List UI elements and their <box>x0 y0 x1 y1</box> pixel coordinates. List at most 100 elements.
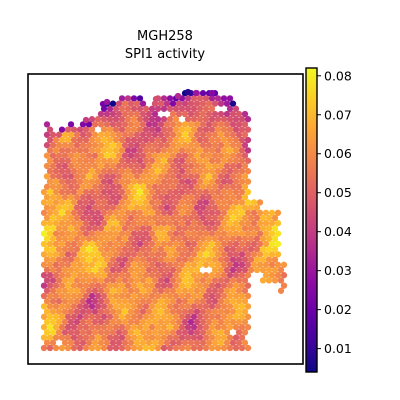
spot <box>79 173 87 180</box>
spot <box>61 339 69 346</box>
spot <box>136 303 144 310</box>
spot <box>256 240 264 248</box>
spot <box>223 152 231 159</box>
spot <box>169 246 177 253</box>
spot <box>181 194 189 201</box>
spot <box>79 318 87 326</box>
spot <box>217 142 225 149</box>
spot <box>169 235 177 242</box>
spot <box>43 214 51 222</box>
spot <box>196 136 204 144</box>
spot <box>190 292 198 300</box>
spot <box>193 298 201 305</box>
spot <box>157 121 165 128</box>
spot <box>148 303 156 310</box>
spot <box>112 116 120 123</box>
spot <box>61 173 69 180</box>
spot <box>229 225 237 232</box>
spot <box>187 235 195 242</box>
spot <box>178 344 186 352</box>
spot <box>238 313 246 320</box>
spot <box>49 204 57 211</box>
spot <box>175 100 183 107</box>
spot <box>223 256 231 263</box>
spot <box>172 251 180 258</box>
spot <box>154 334 162 341</box>
spot <box>148 220 156 227</box>
spot <box>67 162 75 170</box>
spot <box>67 225 75 232</box>
spot <box>211 204 219 211</box>
spot <box>160 261 168 268</box>
spot <box>106 282 114 289</box>
spot <box>79 204 87 211</box>
spot <box>232 178 240 185</box>
spot <box>79 266 87 274</box>
spot <box>64 136 72 144</box>
colorbar-ticks: 0.010.020.030.040.050.060.070.08 <box>317 68 352 356</box>
spot <box>157 266 165 274</box>
spot <box>184 230 192 237</box>
spot <box>166 344 174 352</box>
spot <box>112 240 120 248</box>
spot <box>82 230 90 237</box>
spot <box>217 214 225 222</box>
spot <box>187 194 195 201</box>
spot <box>217 277 225 284</box>
spot <box>112 220 120 227</box>
spot <box>58 188 66 196</box>
spot <box>121 246 129 253</box>
spot <box>100 116 108 123</box>
spot <box>214 199 222 206</box>
spot <box>91 214 99 222</box>
spot <box>64 230 72 237</box>
spot <box>223 173 231 180</box>
spot <box>247 266 255 274</box>
spot <box>70 188 78 196</box>
spot <box>127 183 135 190</box>
spot <box>61 131 69 138</box>
spot <box>64 199 72 206</box>
spot <box>226 147 234 154</box>
spot <box>154 292 162 300</box>
spot <box>73 277 81 284</box>
spot <box>196 209 204 216</box>
spot <box>244 126 252 133</box>
spot <box>94 147 102 154</box>
spot <box>235 246 243 253</box>
spot <box>115 152 123 159</box>
spot <box>76 209 84 216</box>
spot <box>43 162 51 170</box>
spot <box>154 272 162 279</box>
spot <box>238 168 246 175</box>
spot <box>70 334 78 341</box>
spot <box>262 261 270 268</box>
spot <box>112 261 120 268</box>
spot <box>58 272 66 279</box>
spot <box>235 194 243 201</box>
spot <box>247 256 255 263</box>
spot <box>55 298 63 305</box>
spot <box>235 339 243 346</box>
spot <box>100 261 108 268</box>
spot <box>235 204 243 211</box>
spot <box>58 313 66 320</box>
spot <box>152 95 160 103</box>
spot <box>211 142 219 149</box>
spot <box>94 334 102 341</box>
spot <box>85 131 93 138</box>
spot <box>166 261 174 268</box>
spot <box>118 272 126 279</box>
spot <box>109 329 117 336</box>
spot <box>136 261 144 268</box>
spot <box>205 110 213 118</box>
spot <box>235 162 243 170</box>
spot <box>100 313 108 320</box>
spot <box>112 272 120 279</box>
spot <box>223 287 231 294</box>
spot <box>133 152 141 159</box>
spot <box>208 313 216 320</box>
spot <box>46 157 54 164</box>
spot <box>157 256 165 263</box>
spot <box>220 157 228 164</box>
